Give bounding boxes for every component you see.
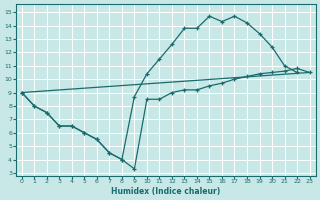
X-axis label: Humidex (Indice chaleur): Humidex (Indice chaleur)	[111, 187, 220, 196]
